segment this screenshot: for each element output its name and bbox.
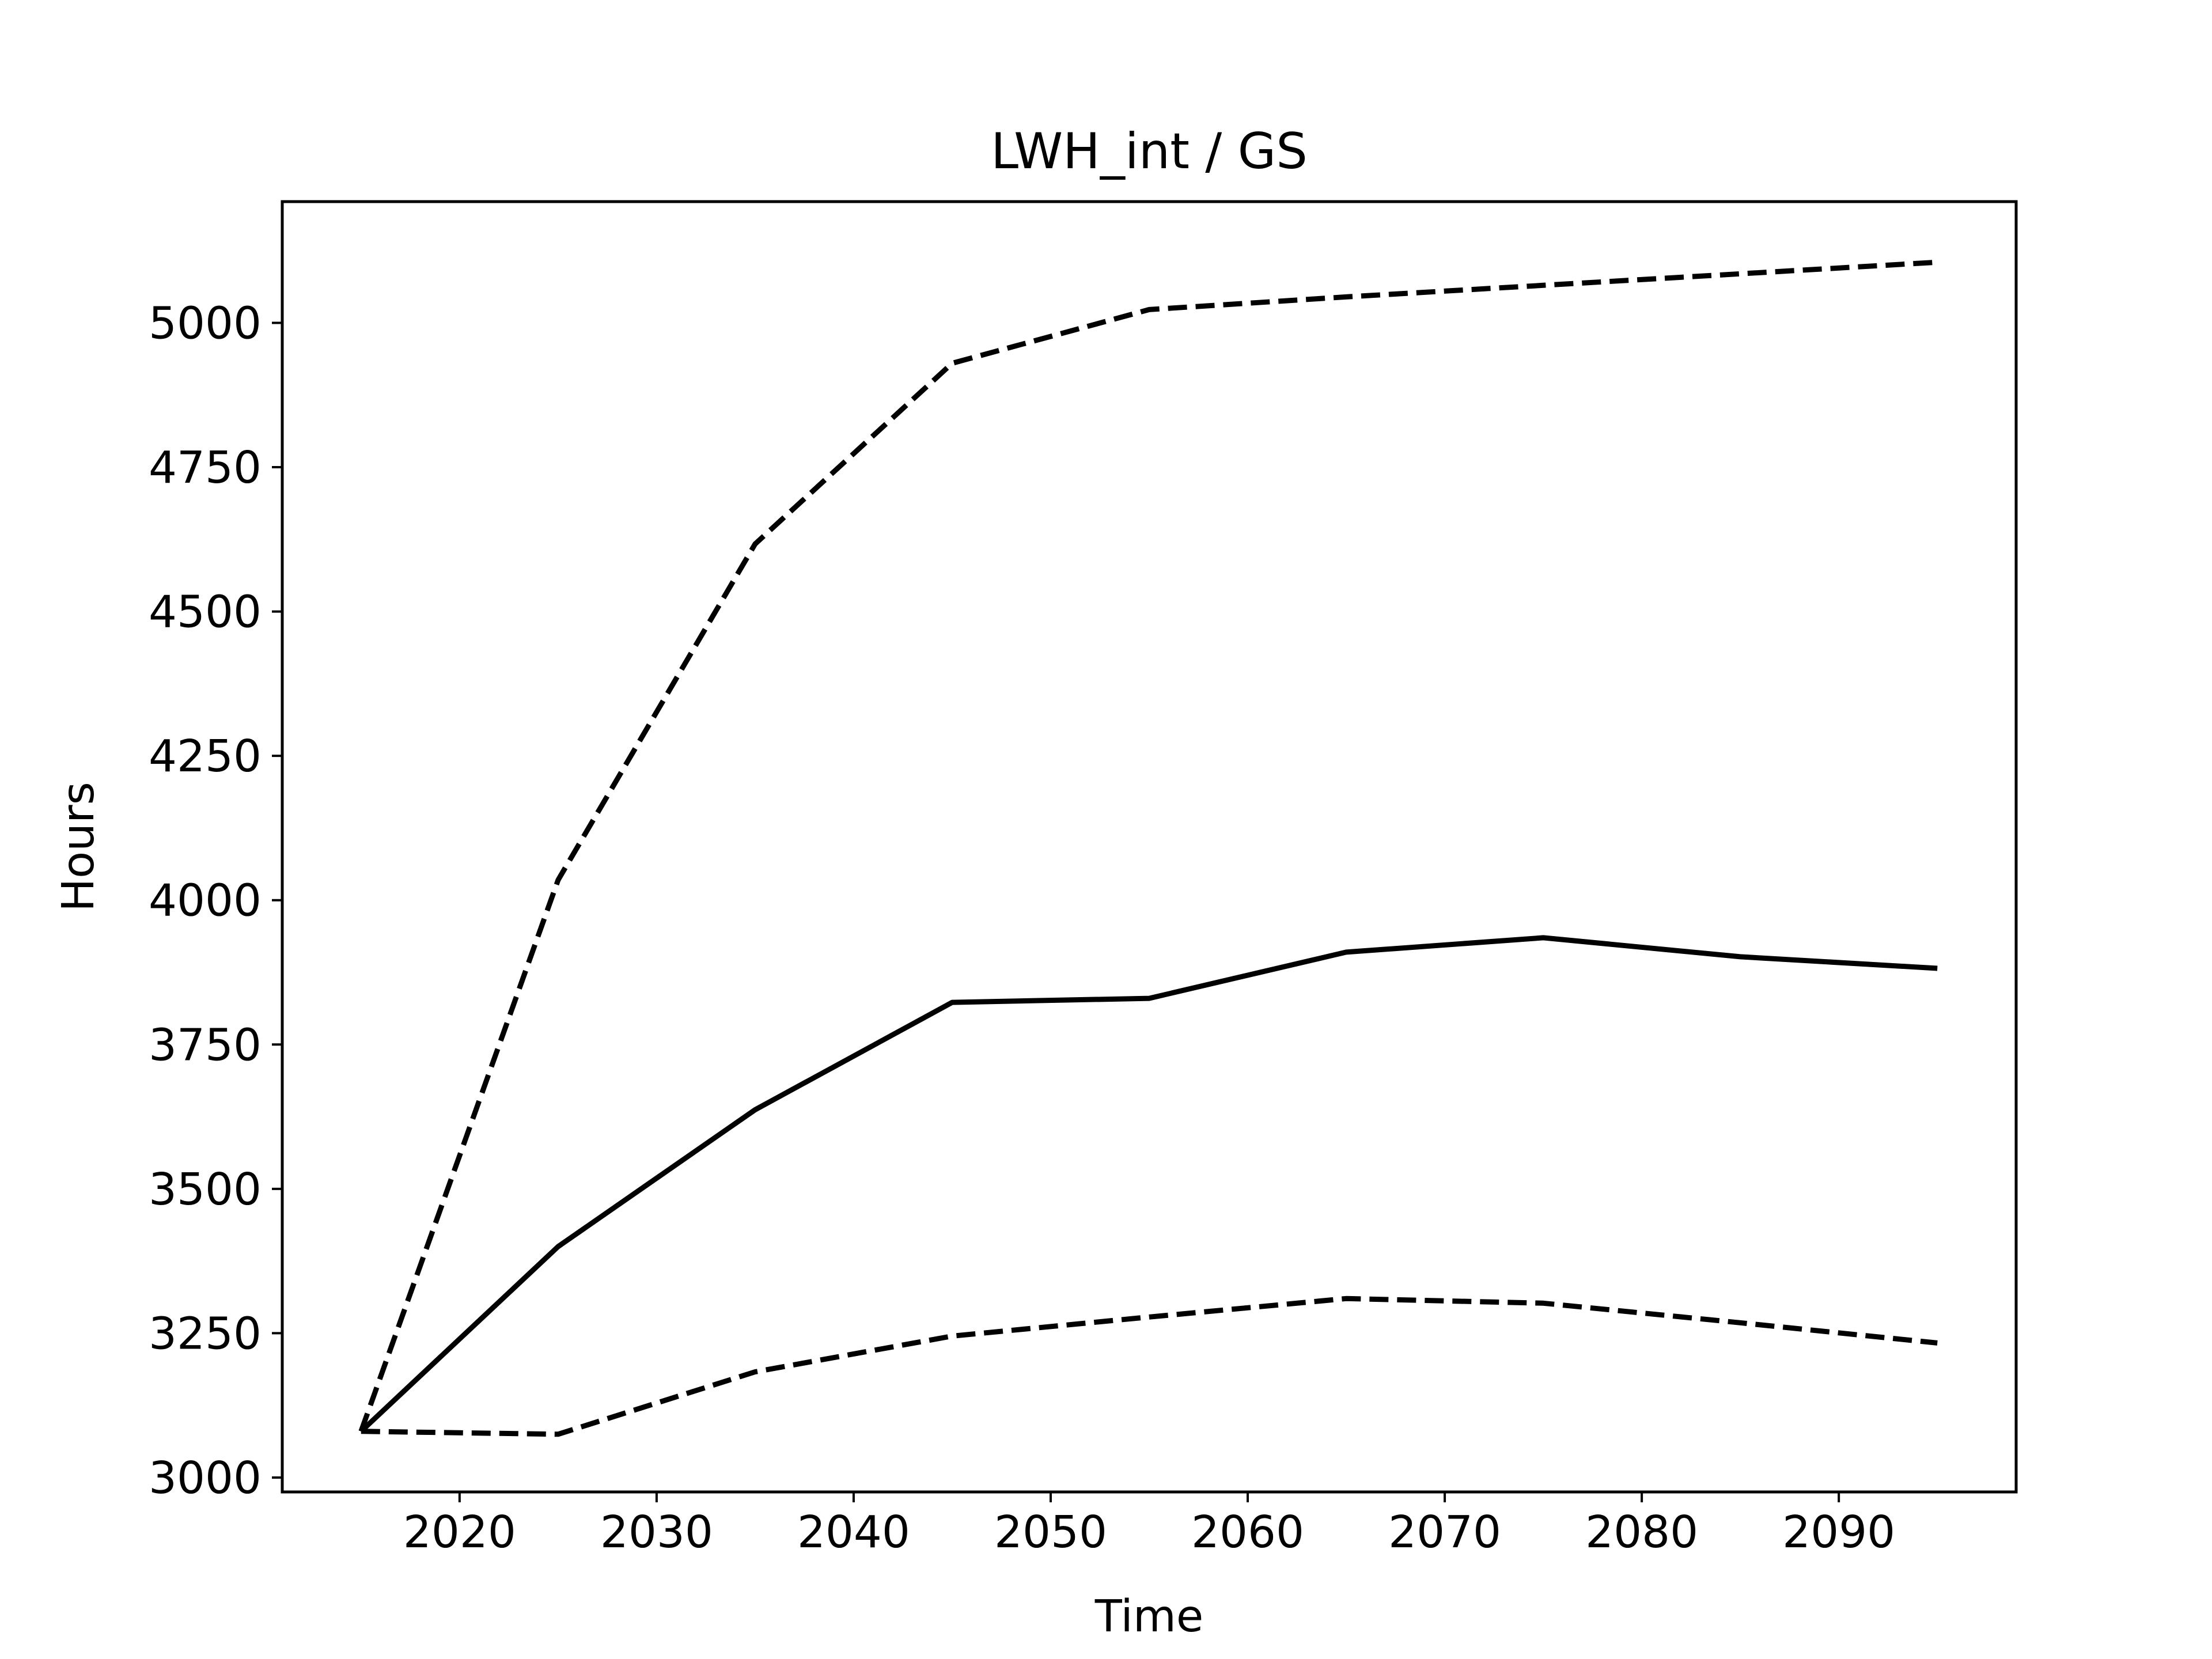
y-tick-label: 3750 [149, 1020, 262, 1071]
series-line-1 [359, 935, 1938, 1434]
x-tick-label: 2080 [1585, 1507, 1698, 1558]
series-line-2 [358, 259, 1938, 1433]
x-tick-label: 2050 [994, 1507, 1107, 1558]
y-axis: 3000 3250 3500 3750 4000 4250 4500 4750 5000 [149, 298, 282, 1504]
y-tick-label: 4500 [149, 587, 262, 638]
x-tick-label: 2060 [1191, 1507, 1304, 1558]
chart-title: LWH_int / GS [991, 123, 1308, 180]
series-line-3 [361, 1296, 1938, 1437]
y-tick-label: 4250 [149, 731, 262, 782]
x-axis: 2020 2030 2040 2050 2060 2070 2080 2090 [403, 1492, 1895, 1558]
y-tick-label: 4750 [149, 442, 262, 494]
x-tick-label: 2020 [403, 1507, 516, 1558]
plot-frame [281, 200, 2018, 1494]
series-layer [358, 259, 1938, 1437]
y-tick-label: 3500 [149, 1164, 262, 1215]
x-tick-label: 2090 [1782, 1507, 1895, 1558]
y-tick-label: 4000 [149, 876, 262, 927]
y-tick-label: 3250 [149, 1308, 262, 1359]
x-axis-label: Time [1094, 1591, 1203, 1642]
y-tick-label: 5000 [149, 298, 262, 349]
x-tick-label: 2040 [797, 1507, 910, 1558]
y-axis-label: Hours [53, 782, 104, 912]
x-tick-label: 2030 [600, 1507, 713, 1558]
x-tick-label: 2070 [1388, 1507, 1501, 1558]
y-tick-label: 3000 [149, 1453, 262, 1504]
